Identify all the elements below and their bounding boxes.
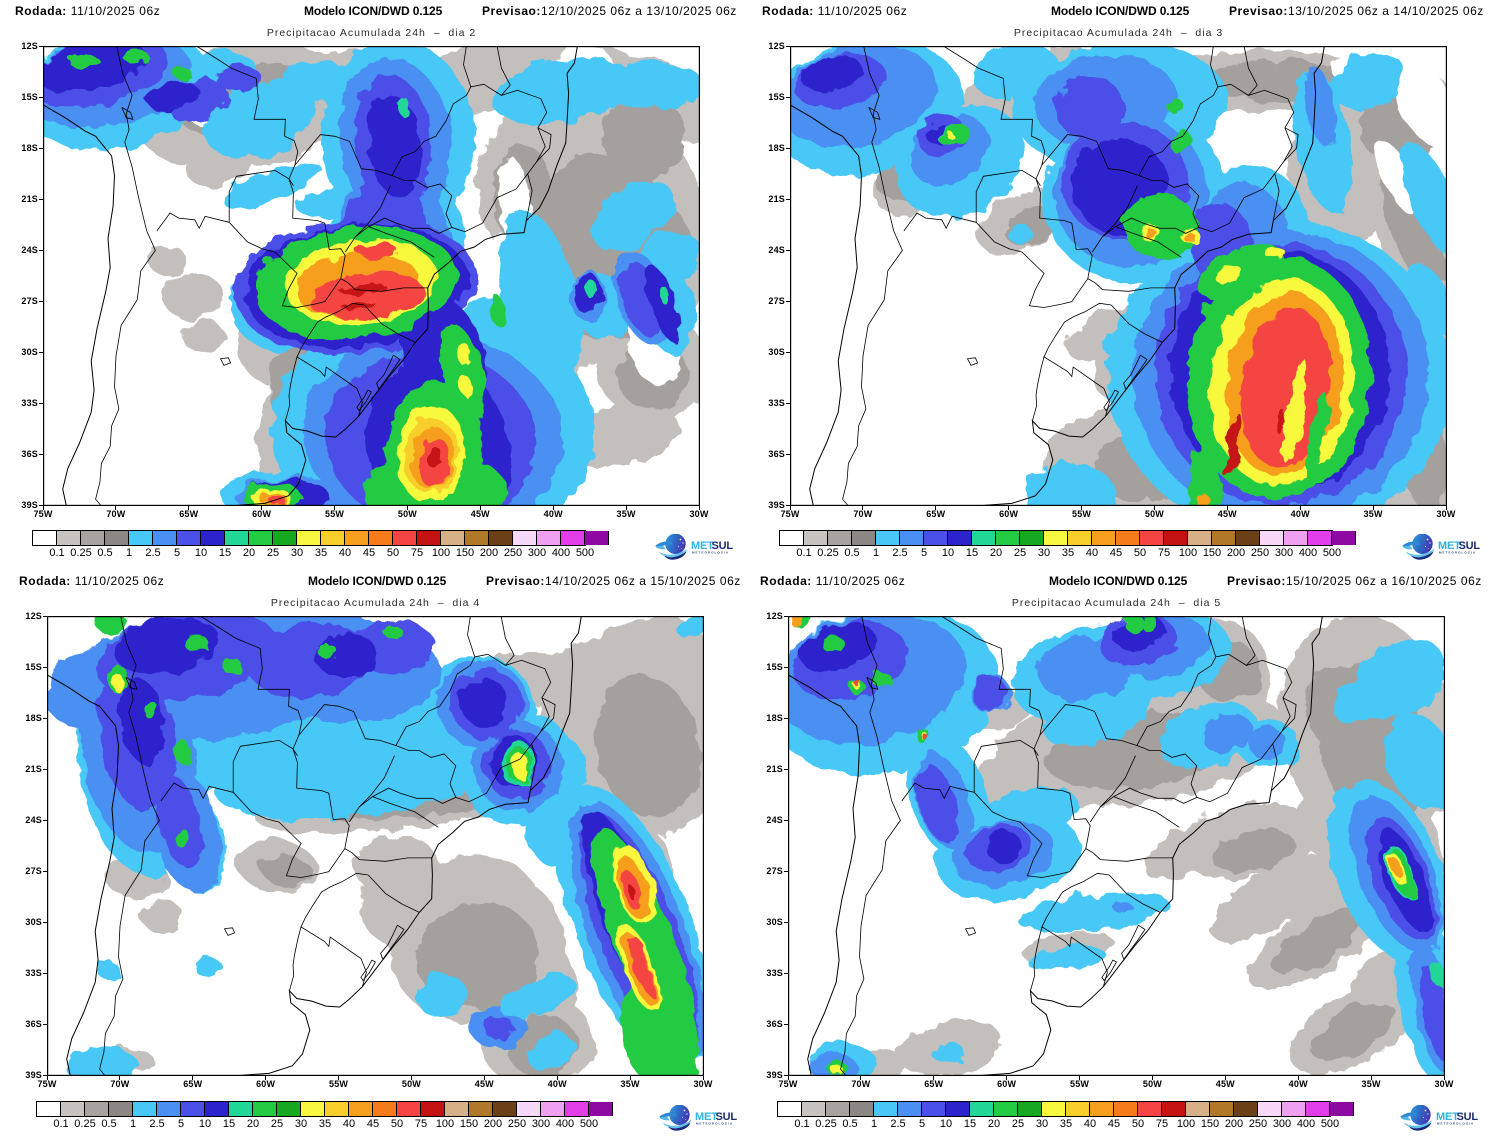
svg-text:SUL: SUL [1459,540,1481,552]
svg-text:METEOROLOGIA: METEOROLOGIA [696,1121,733,1125]
svg-text:SUL: SUL [1457,1111,1479,1123]
svg-text:MET: MET [1436,1111,1459,1123]
svg-text:MET: MET [691,540,714,552]
svg-text:SUL: SUL [712,540,734,552]
svg-text:SUL: SUL [716,1111,738,1123]
svg-text:MET: MET [695,1111,718,1123]
svg-text:METEOROLOGIA: METEOROLOGIA [692,550,729,554]
svg-text:MET: MET [1438,540,1461,552]
svg-text:METEOROLOGIA: METEOROLOGIA [1437,1121,1474,1125]
svg-text:METEOROLOGIA: METEOROLOGIA [1439,550,1476,554]
